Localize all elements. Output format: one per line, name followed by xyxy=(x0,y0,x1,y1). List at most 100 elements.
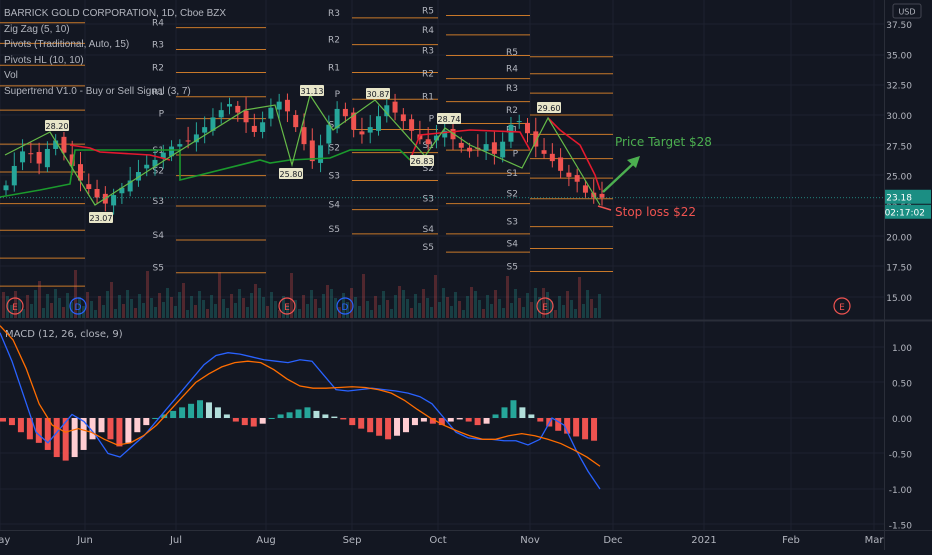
pivot-label: S1 xyxy=(329,121,340,131)
macd-histogram-bar xyxy=(528,414,535,418)
zigzag-label-box xyxy=(366,88,390,99)
volume-bar xyxy=(418,303,421,318)
legend-symbol[interactable]: BARRICK GOLD CORPORATION, 1D, Cboe BZX xyxy=(4,8,227,19)
supertrend-red xyxy=(69,144,171,161)
volume-bar xyxy=(278,310,281,318)
currency-box xyxy=(892,3,922,19)
pivot-label: R4 xyxy=(422,26,434,36)
candle-body xyxy=(119,187,125,194)
event-marker-label: E xyxy=(542,303,548,313)
macd-histogram-bar xyxy=(367,418,374,433)
price-axis-label: 32.50 xyxy=(886,82,912,92)
zigzag-label: 29.60 xyxy=(538,104,561,113)
event-marker-label: E xyxy=(839,303,845,313)
volume-bar xyxy=(574,309,577,318)
legend-pivots-hl[interactable]: Pivots HL (10, 10) xyxy=(4,54,84,66)
candle-body xyxy=(28,153,34,155)
candle-body xyxy=(69,154,75,166)
candle-body xyxy=(210,117,216,131)
volume-bar xyxy=(238,289,241,318)
volume-bar xyxy=(370,310,373,318)
volume-bar xyxy=(242,298,245,318)
price-axis-label: 37.50 xyxy=(886,21,912,31)
volume-bar xyxy=(262,297,265,318)
price-axis-label: 17.50 xyxy=(886,264,912,274)
legend-supertrend[interactable]: Supertrend V1.0 - Buy or Sell Signal (3,… xyxy=(4,85,191,97)
event-marker xyxy=(278,297,296,315)
volume-bar xyxy=(346,302,349,318)
volume-bar xyxy=(10,305,13,318)
currency-label: USD xyxy=(898,8,915,17)
stop-annotation: Stop loss $22 xyxy=(615,205,696,219)
volume-bar xyxy=(486,295,489,318)
candle-body xyxy=(582,185,588,193)
zigzag-label-box xyxy=(300,85,324,96)
macd-histogram-bar xyxy=(322,414,329,418)
volume-bar xyxy=(150,298,153,318)
volume-bar xyxy=(114,309,117,318)
macd-histogram-bar xyxy=(232,418,239,422)
volume-bar xyxy=(26,295,29,318)
macd-histogram-bar xyxy=(492,414,499,418)
pivot-label: P xyxy=(429,114,435,124)
candle-body xyxy=(500,141,506,158)
macd-histogram-bar xyxy=(394,418,401,436)
volume-bar xyxy=(402,290,405,318)
candle-body xyxy=(53,140,59,149)
legend-zigzag[interactable]: Zig Zag (5, 10) xyxy=(4,23,70,35)
candle-body xyxy=(227,104,232,107)
pivot-label: S4 xyxy=(153,231,165,241)
candle-body xyxy=(160,152,166,159)
volume-bar xyxy=(250,293,253,318)
volume-bar xyxy=(450,306,453,318)
volume-bar xyxy=(222,299,225,318)
macd-histogram-bar xyxy=(44,418,51,450)
volume-bar xyxy=(78,297,81,318)
volume-bar xyxy=(94,310,97,318)
volume-bar xyxy=(166,288,169,318)
volume-bar xyxy=(586,290,589,318)
last-price-value: 23.18 xyxy=(886,194,912,204)
pivot-label: S1 xyxy=(153,146,164,156)
macd-histogram-bar xyxy=(501,407,508,418)
pivot-label: S5 xyxy=(423,243,434,253)
volume-bar xyxy=(186,310,189,318)
legend-volume[interactable]: Vol xyxy=(4,70,18,81)
candle-body xyxy=(202,127,208,133)
supertrend-red xyxy=(547,117,601,191)
volume-bar xyxy=(98,296,101,318)
candle-body xyxy=(334,108,340,129)
volume-bar xyxy=(34,290,37,318)
event-marker xyxy=(833,297,851,315)
macd-axis-label: -0.50 xyxy=(889,451,913,461)
macd-histogram-bar xyxy=(35,418,42,443)
event-marker xyxy=(336,297,354,315)
pivot-label: R3 xyxy=(328,9,340,19)
volume-bar xyxy=(18,300,21,318)
target-annotation: Price Target $28 xyxy=(615,135,712,149)
macd-axis-label: 0.00 xyxy=(892,415,912,425)
macd-histogram-bar xyxy=(465,418,472,422)
legend-pivots[interactable]: Pivots (Traditional, Auto, 15) xyxy=(4,39,130,50)
volume-bar xyxy=(374,296,377,318)
macd-histogram-bar xyxy=(564,418,571,434)
volume-bar xyxy=(414,294,417,318)
volume-bar xyxy=(122,304,125,318)
macd-axis-label: -1.50 xyxy=(889,522,913,532)
pivot-label: P xyxy=(513,150,519,160)
macd-histogram-bar xyxy=(474,418,481,426)
candle-body xyxy=(367,127,373,133)
volume-bar xyxy=(578,277,581,318)
pivot-label: S2 xyxy=(153,167,164,177)
volume-bar xyxy=(482,309,485,318)
zigzag-label: 30.87 xyxy=(367,90,390,99)
volume-bar xyxy=(566,291,569,318)
volume-bar xyxy=(86,292,89,318)
pivot-label: S5 xyxy=(153,264,164,274)
volume-bar xyxy=(318,308,321,318)
target-arrow-head xyxy=(627,156,640,168)
candle-body xyxy=(574,175,580,182)
candle-body xyxy=(185,140,191,142)
macd-axis-label: -1.00 xyxy=(889,486,913,496)
